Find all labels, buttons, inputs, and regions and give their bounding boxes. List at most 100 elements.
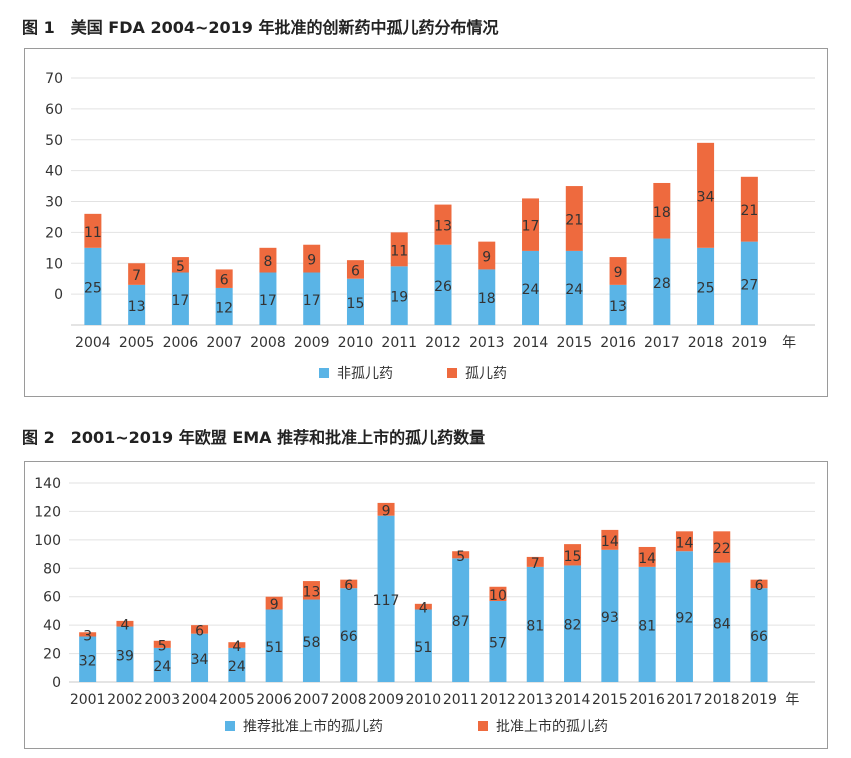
y-tick-label: 10: [45, 256, 63, 272]
bar-orphan: [565, 186, 583, 251]
bar-orphan: [609, 257, 627, 285]
bar-orphan: [390, 232, 408, 267]
data-label-approved: 9: [270, 597, 279, 613]
data-label-recommended: 81: [526, 618, 544, 634]
bar-recommended: [79, 636, 97, 682]
data-label-recommended: 66: [750, 629, 768, 645]
y-tick-label: 60: [45, 102, 63, 118]
data-label-non-orphan: 13: [609, 299, 627, 315]
legend-label-non-orphan: 非孤儿药: [337, 366, 393, 382]
data-label-approved: 14: [676, 535, 694, 551]
figure-1-title: 图 1 美国 FDA 2004~2019 年批准的创新药中孤儿药分布情况: [22, 18, 499, 37]
data-label-non-orphan: 19: [390, 290, 408, 306]
data-label-recommended: 87: [452, 614, 470, 630]
bar-orphan: [697, 142, 715, 248]
bar-orphan: [522, 198, 540, 251]
data-label-non-orphan: 17: [303, 293, 321, 309]
x-tick-label: 2002: [107, 692, 143, 708]
x-tick-label: 2006: [163, 335, 199, 351]
bar-approved: [228, 642, 246, 648]
bar-non-orphan: [653, 238, 671, 325]
y-tick-label: 20: [45, 225, 63, 241]
data-label-recommended: 24: [228, 659, 246, 675]
data-label-non-orphan: 17: [259, 293, 277, 309]
x-tick-label: 2017: [667, 692, 703, 708]
data-label-approved: 9: [382, 503, 391, 519]
bar-orphan: [259, 247, 277, 273]
bar-recommended: [228, 647, 246, 682]
x-tick-label: 2012: [480, 692, 516, 708]
bar-non-orphan: [84, 247, 102, 325]
data-label-recommended: 57: [489, 635, 507, 651]
bar-recommended: [191, 633, 209, 682]
data-label-approved: 4: [120, 618, 129, 634]
y-tick-label: 40: [43, 618, 61, 634]
data-label-orphan: 34: [697, 189, 715, 205]
data-label-approved: 7: [531, 556, 540, 572]
data-label-recommended: 84: [713, 616, 731, 632]
bar-approved: [452, 551, 470, 559]
y-tick-label: 80: [43, 561, 61, 577]
bar-non-orphan: [259, 272, 277, 325]
data-label-recommended: 51: [414, 640, 432, 656]
bar-approved: [489, 586, 507, 601]
data-label-recommended: 81: [638, 618, 656, 634]
bar-recommended: [414, 609, 432, 682]
data-label-approved: 22: [713, 541, 731, 557]
data-label-recommended: 82: [564, 618, 582, 634]
bar-recommended: [377, 515, 395, 682]
bar-recommended: [750, 588, 768, 682]
bar-approved: [638, 546, 656, 567]
data-label-recommended: 39: [116, 648, 134, 664]
bar-recommended: [638, 566, 656, 682]
x-tick-label: 2009: [294, 335, 330, 351]
bar-approved: [79, 632, 97, 637]
legend-label-recommended: 推荐批准上市的孤儿药: [243, 718, 383, 735]
data-label-approved: 10: [489, 588, 507, 604]
x-tick-label: 2015: [556, 335, 592, 351]
x-tick-label: 2014: [555, 692, 591, 708]
data-label-non-orphan: 25: [84, 280, 102, 296]
data-label-approved: 4: [419, 601, 428, 617]
x-tick-label: 2011: [443, 692, 479, 708]
data-label-non-orphan: 24: [565, 282, 583, 298]
legend-swatch-approved: [478, 721, 488, 731]
y-tick-label: 0: [52, 675, 61, 691]
x-tick-label: 2019: [741, 692, 777, 708]
bar-approved: [526, 556, 544, 567]
data-label-non-orphan: 26: [434, 279, 452, 295]
data-label-approved: 5: [158, 638, 167, 654]
data-label-approved: 6: [195, 623, 204, 639]
data-label-approved: 6: [344, 578, 353, 594]
x-tick-label: 2007: [294, 692, 330, 708]
x-tick-label: 2012: [425, 335, 461, 351]
legend-swatch-recommended: [225, 721, 235, 731]
data-label-approved: 14: [601, 534, 619, 550]
bar-approved: [340, 579, 358, 589]
data-label-recommended: 117: [373, 593, 400, 609]
bar-recommended: [713, 562, 731, 682]
bar-orphan: [303, 244, 321, 273]
bar-approved: [302, 581, 320, 600]
data-label-orphan: 9: [482, 250, 491, 266]
legend-label-orphan: 孤儿药: [465, 366, 507, 382]
bar-non-orphan: [128, 284, 146, 325]
data-label-orphan: 11: [84, 225, 102, 241]
x-tick-label: 2006: [256, 692, 292, 708]
x-tick-label: 2007: [206, 335, 242, 351]
figure-2-title: 图 2 2001~2019 年欧盟 EMA 推荐和批准上市的孤儿药数量: [22, 428, 486, 447]
bar-recommended: [526, 566, 544, 682]
bar-orphan: [434, 204, 452, 245]
x-tick-label: 2019: [732, 335, 768, 351]
data-label-orphan: 18: [653, 205, 671, 221]
legend-swatch-orphan: [447, 368, 457, 378]
bar-non-orphan: [390, 266, 408, 325]
x-tick-label: 2016: [629, 692, 665, 708]
data-label-orphan: 6: [351, 263, 360, 279]
bar-orphan: [478, 241, 496, 270]
data-label-recommended: 34: [191, 652, 209, 668]
data-label-approved: 13: [303, 584, 321, 600]
data-label-recommended: 32: [79, 653, 97, 669]
data-label-approved: 4: [232, 639, 241, 655]
